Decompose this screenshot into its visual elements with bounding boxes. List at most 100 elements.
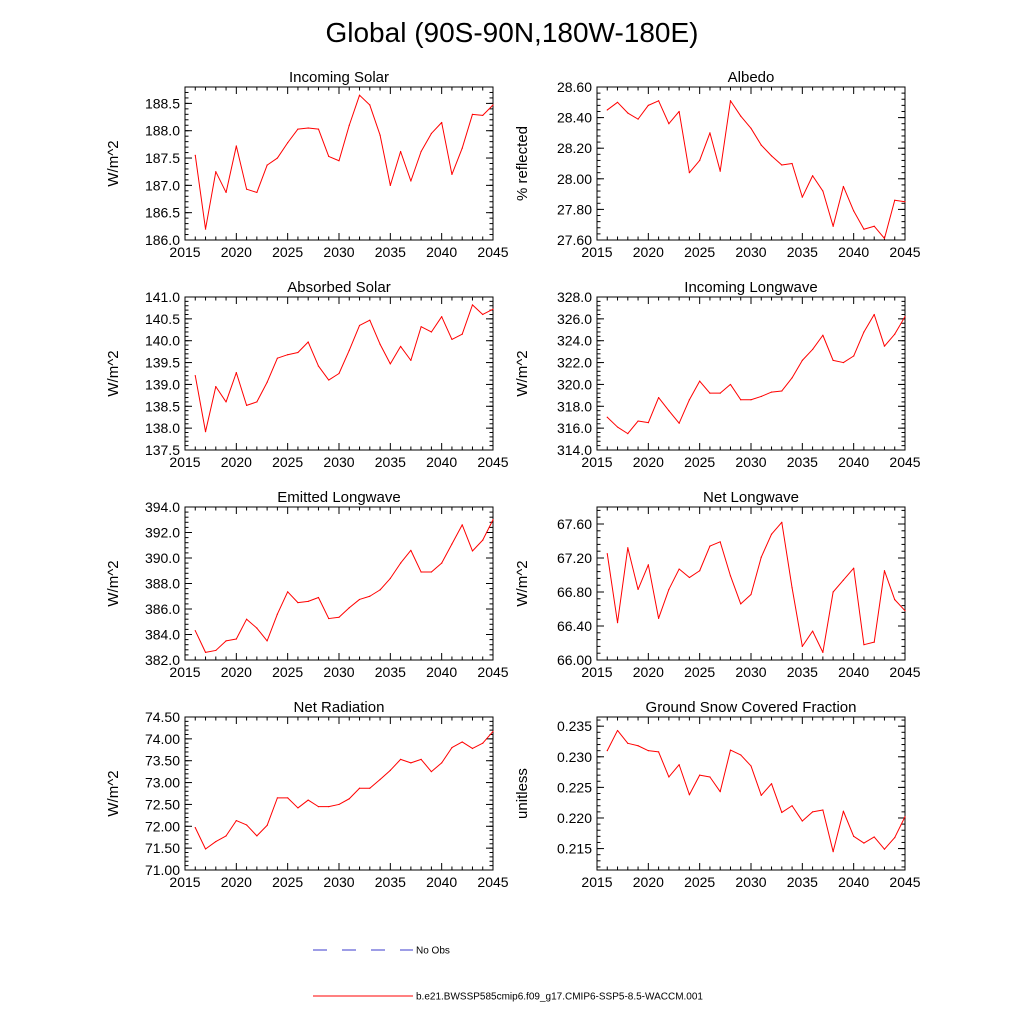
- data-point: [853, 355, 855, 357]
- x-tick-label: 2035: [787, 874, 818, 890]
- data-point: [658, 396, 660, 399]
- data-point: [379, 134, 381, 136]
- data-point: [400, 150, 402, 153]
- data-point: [616, 101, 619, 103]
- data-point: [801, 359, 803, 361]
- data-point: [482, 313, 484, 316]
- data-point: [863, 331, 865, 333]
- data-point: [235, 820, 237, 822]
- data-point: [266, 381, 268, 383]
- data-point: [863, 842, 865, 844]
- x-tick-label: 2040: [838, 454, 869, 470]
- data-point: [668, 123, 670, 125]
- data-point: [482, 742, 484, 744]
- y-tick-label: 28.40: [557, 110, 592, 126]
- y-tick-label: 140.0: [145, 333, 180, 349]
- data-point: [606, 553, 608, 555]
- x-tick-label: 2030: [323, 874, 354, 890]
- data-point: [647, 750, 649, 752]
- data-point: [904, 610, 906, 612]
- data-point: [863, 644, 865, 646]
- y-tick-label: 186.0: [145, 232, 180, 248]
- y-tick-label: 72.50: [145, 796, 180, 812]
- data-point: [719, 541, 721, 543]
- y-tick-label: 27.80: [557, 201, 592, 217]
- x-tick-label: 2020: [221, 454, 252, 470]
- data-point: [451, 747, 453, 749]
- panel-title: Incoming Longwave: [684, 279, 817, 296]
- data-point: [894, 836, 896, 839]
- data-point: [606, 109, 608, 111]
- data-point: [627, 433, 629, 435]
- x-tick-label: 2015: [169, 874, 200, 890]
- data-point: [420, 758, 422, 761]
- data-point: [812, 348, 814, 351]
- data-point: [616, 729, 619, 732]
- data-point: [471, 113, 474, 115]
- data-point: [883, 570, 886, 572]
- data-point: [719, 392, 721, 394]
- data-point: [781, 521, 783, 523]
- data-point: [678, 422, 680, 424]
- data-point: [791, 162, 793, 165]
- data-point: [276, 157, 278, 159]
- y-tick-label: 0.225: [557, 779, 592, 795]
- data-point: [699, 774, 701, 776]
- y-tick-label: 388.0: [145, 576, 180, 592]
- data-point: [287, 354, 289, 356]
- y-tick-label: 0.235: [557, 718, 592, 734]
- data-point: [297, 807, 299, 809]
- x-tick-label: 2025: [684, 874, 715, 890]
- data-point: [317, 596, 320, 599]
- data-point: [832, 359, 834, 361]
- x-tick-label: 2040: [838, 874, 869, 890]
- data-point: [307, 127, 309, 129]
- data-point: [389, 363, 391, 365]
- data-point: [637, 420, 639, 422]
- data-point: [709, 545, 711, 547]
- y-tick-label: 138.0: [145, 420, 180, 436]
- y-tick-label: 188.5: [145, 95, 180, 111]
- y-tick-label: 137.5: [145, 442, 180, 458]
- data-point: [410, 762, 412, 764]
- data-point: [379, 343, 381, 345]
- y-tick-label: 328.0: [557, 289, 592, 305]
- data-point: [832, 591, 834, 593]
- x-tick-label: 2025: [272, 664, 303, 680]
- y-tick-label: 74.00: [145, 731, 180, 747]
- data-point: [822, 651, 824, 653]
- data-point: [740, 115, 742, 117]
- y-tick-label: 71.00: [145, 862, 180, 878]
- data-point: [482, 114, 484, 117]
- series-line: [194, 519, 494, 653]
- figure-title: Global (90S-90N,180W-180E): [325, 17, 698, 48]
- data-point: [729, 100, 732, 102]
- y-tick-label: 187.5: [145, 150, 180, 166]
- data-point: [812, 175, 814, 177]
- data-point: [420, 326, 422, 328]
- y-tick-label: 28.20: [557, 140, 592, 156]
- data-point: [729, 575, 732, 577]
- data-point: [276, 357, 278, 359]
- data-point: [358, 787, 361, 789]
- data-point: [791, 805, 793, 807]
- data-point: [246, 618, 248, 620]
- data-point: [904, 201, 906, 203]
- x-tick-label: 2020: [633, 664, 664, 680]
- data-point: [842, 579, 845, 581]
- x-tick-label: 2025: [272, 874, 303, 890]
- data-point: [492, 104, 494, 106]
- data-point: [812, 811, 814, 813]
- data-point: [760, 144, 762, 146]
- y-tick-label: 186.5: [145, 205, 180, 221]
- x-tick-label: 2045: [477, 874, 508, 890]
- x-tick-label: 2040: [426, 454, 457, 470]
- data-point: [441, 121, 443, 124]
- x-tick-label: 2045: [889, 454, 920, 470]
- x-tick-label: 2030: [735, 664, 766, 680]
- y-tick-label: 139.0: [145, 376, 180, 392]
- x-tick-label: 2035: [787, 454, 818, 470]
- x-tick-label: 2015: [581, 244, 612, 260]
- data-point: [883, 345, 886, 347]
- data-point: [750, 127, 752, 129]
